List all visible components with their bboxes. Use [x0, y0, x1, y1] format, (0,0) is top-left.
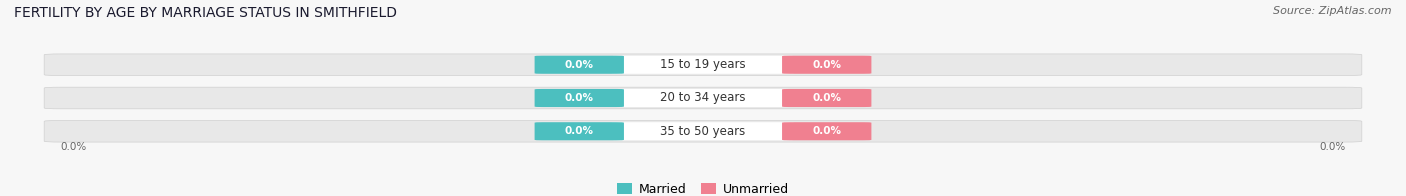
Text: 0.0%: 0.0%: [1319, 142, 1346, 152]
FancyBboxPatch shape: [534, 56, 624, 74]
FancyBboxPatch shape: [612, 89, 794, 107]
Text: 20 to 34 years: 20 to 34 years: [661, 92, 745, 104]
Text: Source: ZipAtlas.com: Source: ZipAtlas.com: [1274, 6, 1392, 16]
FancyBboxPatch shape: [612, 56, 794, 74]
Legend: Married, Unmarried: Married, Unmarried: [617, 183, 789, 196]
Text: 0.0%: 0.0%: [813, 126, 841, 136]
Text: 0.0%: 0.0%: [565, 126, 593, 136]
FancyBboxPatch shape: [44, 54, 1362, 75]
Text: FERTILITY BY AGE BY MARRIAGE STATUS IN SMITHFIELD: FERTILITY BY AGE BY MARRIAGE STATUS IN S…: [14, 6, 396, 20]
FancyBboxPatch shape: [534, 89, 624, 107]
FancyBboxPatch shape: [782, 89, 872, 107]
FancyBboxPatch shape: [782, 56, 872, 74]
Text: 15 to 19 years: 15 to 19 years: [661, 58, 745, 71]
Text: 0.0%: 0.0%: [60, 142, 87, 152]
FancyBboxPatch shape: [612, 122, 794, 140]
Text: 35 to 50 years: 35 to 50 years: [661, 125, 745, 138]
Text: 0.0%: 0.0%: [813, 93, 841, 103]
FancyBboxPatch shape: [44, 87, 1362, 109]
Text: 0.0%: 0.0%: [813, 60, 841, 70]
FancyBboxPatch shape: [44, 121, 1362, 142]
FancyBboxPatch shape: [534, 122, 624, 140]
FancyBboxPatch shape: [782, 122, 872, 140]
Text: 0.0%: 0.0%: [565, 93, 593, 103]
Text: 0.0%: 0.0%: [565, 60, 593, 70]
